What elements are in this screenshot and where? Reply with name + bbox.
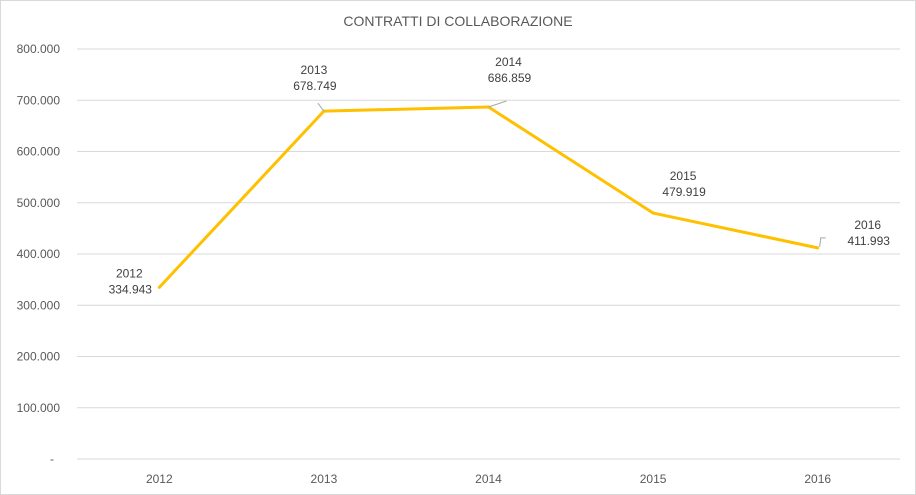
data-point [157, 285, 161, 289]
x-tick-label: 2016 [804, 472, 831, 486]
chart-title: CONTRATTI DI COLLABORAZIONE [343, 13, 572, 29]
data-point [651, 211, 655, 215]
series-line [158, 105, 819, 289]
leader-line [819, 237, 826, 247]
x-tick-label: 2014 [475, 472, 502, 486]
y-tick-label: 500.000 [17, 196, 61, 210]
y-tick-label: 800.000 [17, 42, 61, 56]
data-label-value: 479.919 [662, 185, 706, 199]
leader-line [317, 102, 325, 112]
data-label-category: 2013 [301, 63, 328, 77]
data-label-category: 2016 [854, 218, 881, 232]
y-tick-label: 700.000 [17, 93, 61, 107]
y-tick-label: 100.000 [17, 401, 61, 415]
data-label-category: 2015 [670, 169, 697, 183]
x-tick-label: 2013 [311, 472, 338, 486]
data-label-value: 686.859 [488, 71, 532, 85]
y-tick-label: 600.000 [17, 145, 61, 159]
leader-line [488, 100, 507, 108]
data-point [816, 246, 820, 250]
y-tick-label: 300.000 [17, 298, 61, 312]
y-tick-label: - [50, 452, 54, 466]
x-tick-label: 2015 [640, 472, 667, 486]
x-tick-label: 2012 [146, 472, 173, 486]
data-label-category: 2012 [116, 266, 143, 280]
y-tick-label: 400.000 [17, 247, 61, 261]
data-label-value: 678.749 [293, 79, 337, 93]
y-tick-label: 200.000 [17, 350, 61, 364]
data-label-category: 2014 [495, 55, 522, 69]
data-label-value: 411.993 [847, 234, 890, 248]
data-label-value: 334.943 [109, 282, 153, 296]
